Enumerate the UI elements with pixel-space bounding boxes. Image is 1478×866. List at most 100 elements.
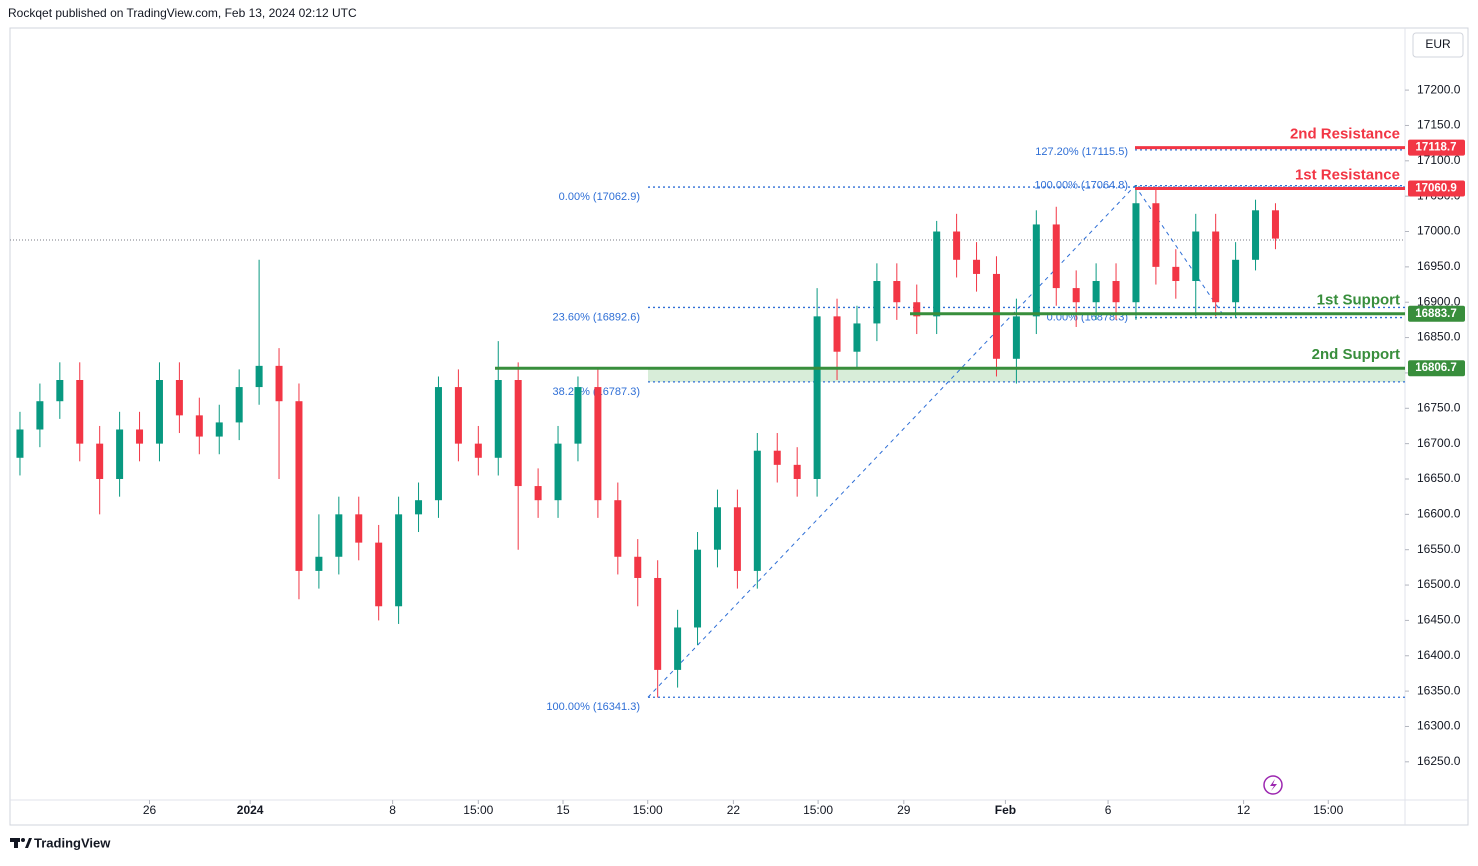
candle-body: [116, 429, 124, 479]
support-zone: [648, 368, 1405, 382]
level-name: 1st Support: [1317, 292, 1400, 309]
level-badge: [1408, 139, 1465, 156]
candle-body: [674, 627, 682, 670]
level-name: 2nd Resistance: [1290, 126, 1400, 143]
candle-body: [534, 486, 542, 501]
fib-label: 23.60% (16892.6): [553, 311, 640, 323]
candle-body: [375, 542, 383, 607]
level-badge: [1408, 305, 1465, 322]
x-tick-label: 26: [143, 803, 157, 817]
candle-body: [1032, 224, 1040, 317]
candle-body: [175, 380, 183, 416]
fib-label: 100.00% (16341.3): [546, 701, 640, 713]
y-tick-label: 16550.0: [1417, 542, 1461, 556]
y-tick-label: 16750.0: [1417, 400, 1461, 414]
logo: [10, 838, 32, 848]
level-badge: [1408, 360, 1465, 377]
candle-body: [215, 422, 223, 437]
x-tick-label: 22: [727, 803, 741, 817]
level-badge-label: 16806.7: [1415, 362, 1457, 374]
y-tick-label: 17200.0: [1417, 82, 1461, 96]
candle-body: [56, 380, 64, 402]
y-tick-label: 16450.0: [1417, 613, 1461, 627]
candle-body: [1192, 231, 1200, 282]
y-tick-label: 16350.0: [1417, 683, 1461, 697]
candle-body: [395, 514, 403, 607]
candle-body: [76, 380, 84, 444]
candle-body: [554, 443, 562, 501]
candle-body: [873, 281, 881, 324]
candle-body: [913, 302, 921, 317]
candle-body: [654, 577, 662, 670]
candle-body: [733, 507, 741, 571]
y-tick-label: 16700.0: [1417, 436, 1461, 450]
candle-body: [136, 429, 144, 444]
y-tick-label: 16950.0: [1417, 259, 1461, 273]
candle-body: [973, 259, 981, 274]
candle-body: [36, 401, 44, 430]
candle-body: [1052, 224, 1060, 289]
y-tick-label: 17000.0: [1417, 224, 1461, 238]
candle-body: [514, 380, 522, 487]
candle-body: [833, 316, 841, 352]
x-tick-label: 15:00: [1313, 803, 1343, 817]
candle-body: [853, 323, 861, 352]
candle-body: [753, 450, 761, 571]
candle-body: [1012, 316, 1020, 359]
chart-frame: [9, 27, 1469, 826]
candle-body: [813, 316, 821, 479]
level-name: 1st Resistance: [1295, 166, 1400, 183]
currency-box[interactable]: [1412, 32, 1464, 58]
candle-body: [694, 549, 702, 628]
x-tick-label: 8: [389, 803, 396, 817]
candle-body: [96, 443, 104, 479]
y-tick-label: 16500.0: [1417, 577, 1461, 591]
candle-body: [614, 500, 622, 557]
candle-body: [155, 380, 163, 444]
candle-body: [594, 387, 602, 501]
y-tick-label: 17150.0: [1417, 118, 1461, 132]
candle-body: [415, 500, 423, 515]
candle-body: [275, 365, 283, 402]
candle-body: [713, 507, 721, 550]
candle-body: [295, 401, 303, 571]
candle-body: [494, 380, 502, 458]
x-tick-label: 15:00: [803, 803, 833, 817]
candle-body: [335, 514, 343, 557]
candle-body: [773, 450, 781, 465]
candle-body: [454, 387, 462, 444]
lightning-icon[interactable]: [1263, 775, 1283, 795]
fib-label: 100.00% (17064.8): [1034, 180, 1128, 192]
candle-body: [474, 443, 482, 458]
level-badge-label: 17118.7: [1416, 142, 1457, 154]
x-tick-label: 15:00: [463, 803, 493, 817]
level-badge-label: 17060.9: [1415, 182, 1457, 194]
candle-body: [355, 514, 363, 543]
candle-body: [574, 387, 582, 444]
x-tick-label: 12: [1237, 803, 1251, 817]
candle-body: [1271, 210, 1279, 239]
x-tick-label: Feb: [995, 803, 1016, 817]
level-badge-label: 16883.7: [1415, 308, 1457, 320]
x-tick-label: 6: [1105, 803, 1112, 817]
candle-body: [893, 281, 901, 303]
candle-body: [992, 273, 1000, 359]
x-tick-label: 15:00: [633, 803, 663, 817]
fib-label: 0.00% (17062.9): [559, 191, 640, 203]
y-tick-label: 16400.0: [1417, 648, 1461, 662]
y-tick-label: 16850.0: [1417, 330, 1461, 344]
candle-body: [793, 464, 801, 479]
footer-brand: TradingView: [34, 835, 111, 850]
candle-body: [1252, 210, 1260, 260]
candle-body: [195, 415, 203, 437]
candle-body: [1212, 231, 1220, 303]
candle-body: [434, 387, 442, 501]
currency[interactable]: EUR: [1425, 37, 1451, 51]
y-tick-label: 16300.0: [1417, 719, 1461, 733]
level-name: 2nd Support: [1312, 346, 1400, 363]
x-tick-label: 29: [897, 803, 911, 817]
candle-body: [1112, 281, 1120, 303]
x-tick-label: 2024: [237, 803, 264, 817]
y-tick-label: 16600.0: [1417, 507, 1461, 521]
